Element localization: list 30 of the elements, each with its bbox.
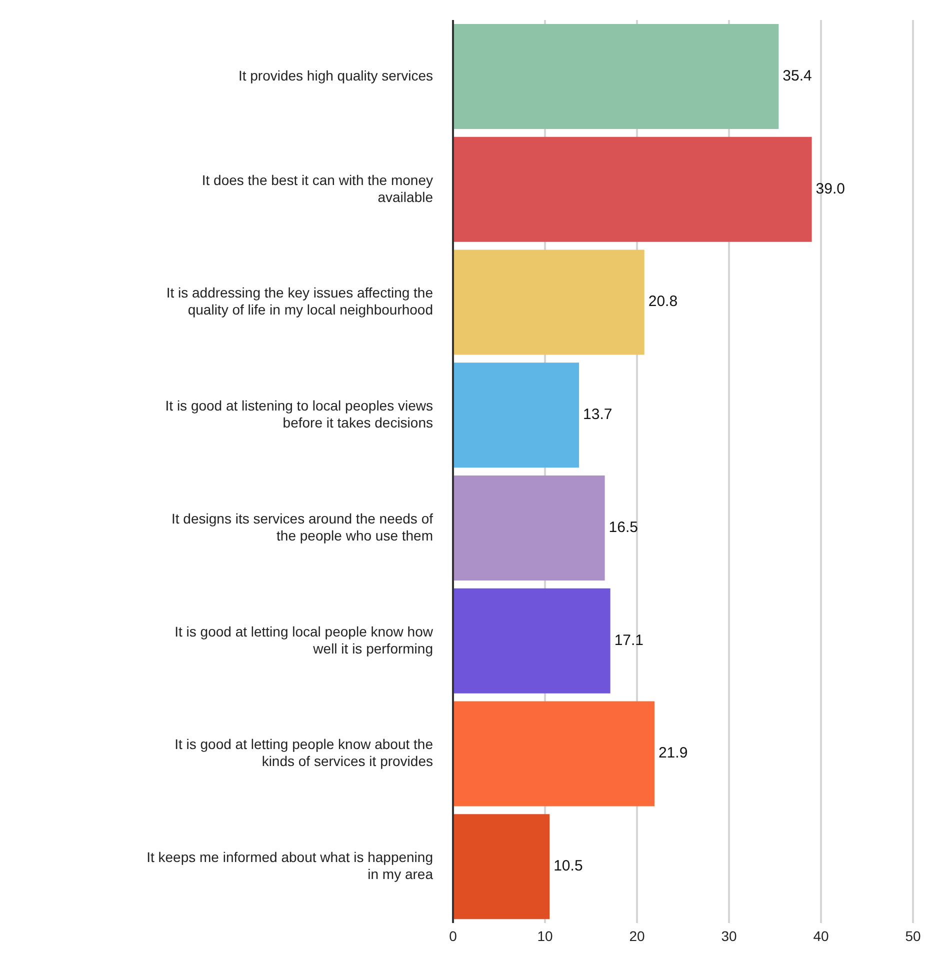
bar: [453, 588, 610, 694]
y-tick-label: It designs its services around the needs of the people who use them: [172, 510, 434, 544]
bar: [453, 701, 654, 806]
bar: [453, 250, 644, 355]
data-label: 39.0: [816, 180, 846, 198]
y-tick-label: It is addressing the key issues affecting the quality of life in my local neighbourhood: [166, 284, 434, 318]
y-tick-label: It is good at listening to local peoples views before it takes decisions: [165, 397, 433, 430]
y-tick-label: It is good at letting local people know how well it is performing: [174, 623, 434, 656]
bar: [453, 476, 605, 580]
x-tick-label: 20: [629, 928, 645, 944]
data-label: 17.1: [614, 632, 644, 649]
x-tick-label: 50: [905, 928, 921, 944]
y-tick-label: It provides high quality services: [238, 67, 433, 84]
data-label: 35.4: [782, 67, 812, 84]
y-tick-label: It keeps me informed about what is happening in my area: [146, 848, 434, 882]
bar: [453, 814, 550, 920]
data-label: 20.8: [648, 293, 678, 310]
bar: [453, 136, 812, 242]
bar: [453, 24, 779, 129]
y-tick-label: It is good at letting people know about the kinds of services it provides: [174, 736, 434, 769]
data-label: 21.9: [658, 744, 688, 762]
data-label: 10.5: [554, 858, 583, 875]
x-tick-label: 0: [449, 928, 458, 944]
y-tick-label: It does the best it can with the money available: [202, 172, 434, 205]
x-tick-label: 30: [721, 928, 737, 944]
data-label: 16.5: [608, 518, 638, 536]
x-tick-label: 10: [537, 928, 553, 944]
data-label: 13.7: [583, 406, 612, 424]
bar: [453, 362, 580, 468]
x-tick-label: 40: [813, 928, 829, 944]
